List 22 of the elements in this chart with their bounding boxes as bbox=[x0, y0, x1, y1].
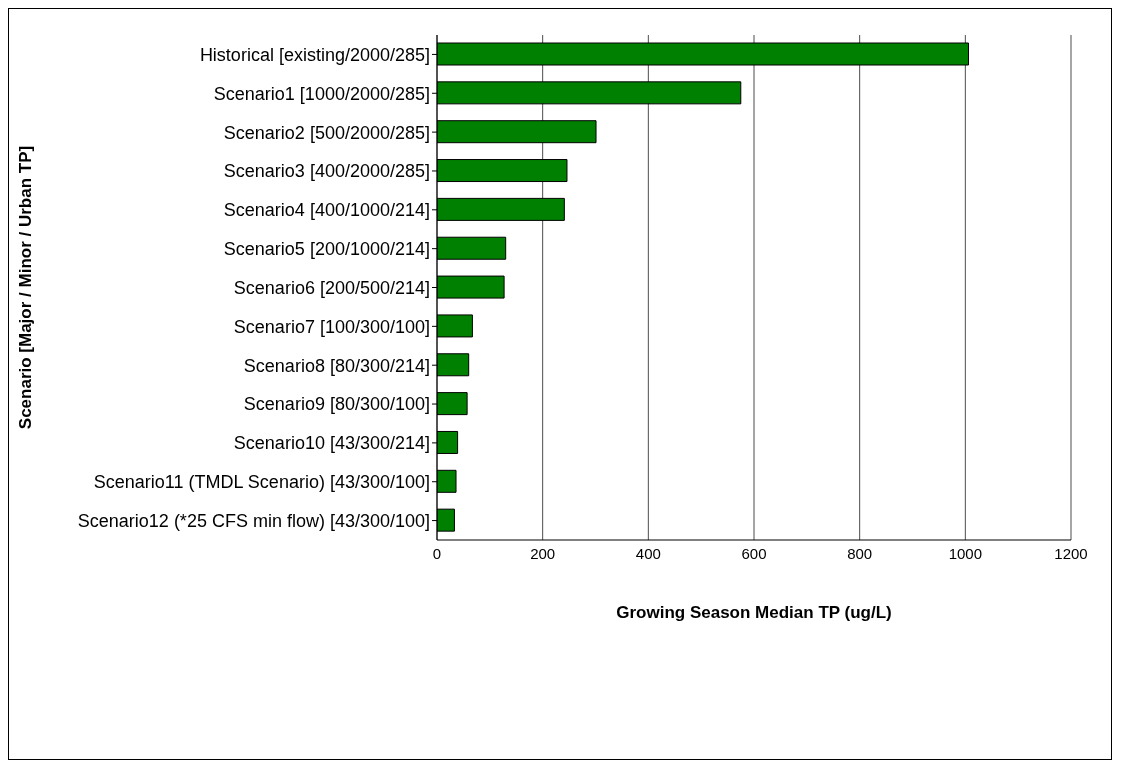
y-tick-label: Scenario1 [1000/2000/285] bbox=[213, 83, 430, 104]
x-tick-label: 200 bbox=[530, 544, 556, 562]
y-tick-label: Scenario12 (*25 CFS min flow) [43/300/100] bbox=[77, 510, 430, 531]
y-tick-label: Scenario11 (TMDL Scenario) [43/300/100] bbox=[93, 472, 430, 493]
x-tick-label: 1000 bbox=[948, 544, 983, 562]
y-tick-label: Historical [existing/2000/285] bbox=[199, 44, 430, 65]
y-tick-label: Scenario9 [80/300/100] bbox=[243, 394, 430, 415]
y-tick-label: Scenario2 [500/2000/285] bbox=[223, 122, 430, 143]
y-tick-label: Scenario7 [100/300/100] bbox=[233, 316, 430, 337]
x-tick-label: 1200 bbox=[1054, 544, 1088, 562]
x-tick-label: 800 bbox=[847, 544, 873, 562]
y-tick-label: Scenario5 [200/1000/214] bbox=[223, 239, 430, 260]
y-axis-title: Scenario [Major / Minor / Urban TP] bbox=[16, 145, 36, 430]
x-axis-title: Growing Season Median TP (ug/L) bbox=[616, 603, 892, 622]
y-tick-label: Scenario4 [400/1000/214] bbox=[223, 200, 430, 221]
y-tick-label: Scenario8 [80/300/214] bbox=[243, 355, 430, 376]
x-tick-label: 400 bbox=[635, 544, 661, 562]
x-tick-label: 0 bbox=[432, 544, 442, 562]
y-tick-label: Scenario10 [43/300/214] bbox=[233, 433, 430, 454]
y-tick-label: Scenario3 [400/2000/285] bbox=[223, 161, 430, 182]
x-tick-label: 600 bbox=[741, 544, 767, 562]
y-tick-label: Scenario6 [200/500/214] bbox=[233, 277, 430, 298]
